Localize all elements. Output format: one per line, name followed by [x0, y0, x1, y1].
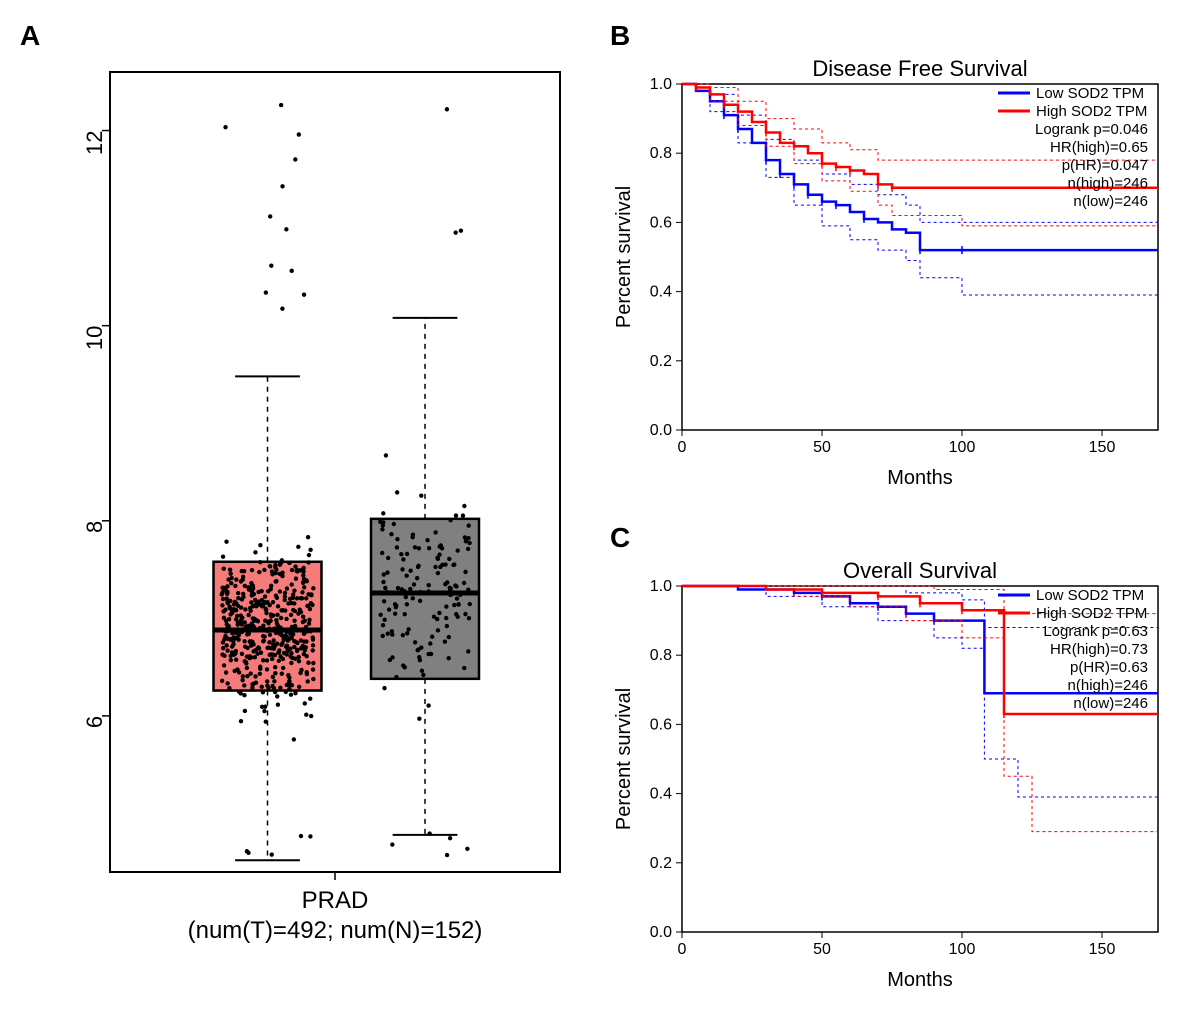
svg-text:Overall Survival: Overall Survival: [843, 558, 997, 583]
svg-text:Percent survival: Percent survival: [613, 688, 635, 830]
km-chart-os: Overall Survival 0.0 0.2 0.4 0.6 0.8 1.0 0 50 100…: [610, 554, 1170, 994]
svg-text:0.0: 0.0: [650, 924, 672, 941]
svg-text:Low SOD2 TPM: Low SOD2 TPM: [1036, 587, 1144, 604]
svg-text:Disease Free Survival: Disease Free Survival: [812, 56, 1027, 81]
svg-text:6: 6: [82, 716, 107, 728]
svg-text:n(high)=246: n(high)=246: [1068, 175, 1148, 192]
svg-text:0: 0: [678, 941, 687, 958]
svg-text:0.2: 0.2: [650, 855, 672, 872]
svg-text:50: 50: [813, 439, 831, 456]
svg-text:100: 100: [949, 941, 976, 958]
svg-text:n(low)=246: n(low)=246: [1073, 695, 1148, 712]
svg-text:12: 12: [82, 131, 107, 155]
panel-c-container: C Overall Survival 0.0 0.2 0.4 0.6 0.8 1.0 0 50 1…: [610, 522, 1180, 994]
svg-text:0: 0: [678, 439, 687, 456]
boxplot-chart: 6 8 10 12 PRAD (num(T)=492; num(N)=152): [20, 52, 580, 972]
svg-text:150: 150: [1089, 941, 1116, 958]
km-chart-dfs: Disease Free Survival 0.0 0.2 0.4 0.6 0.8 1.0 0…: [610, 52, 1170, 492]
svg-text:Logrank p=0.046: Logrank p=0.046: [1035, 121, 1148, 138]
svg-text:PRAD: PRAD: [302, 887, 369, 914]
svg-text:0.4: 0.4: [650, 284, 672, 301]
svg-text:1.0: 1.0: [650, 76, 672, 93]
panel-b-label: B: [610, 20, 1180, 52]
svg-text:10: 10: [82, 326, 107, 350]
svg-text:100: 100: [949, 439, 976, 456]
right-panels: B Disease Free Survival 0.0 0.2 0.4 0.6 0.8 1.…: [610, 20, 1180, 994]
panel-b-container: B Disease Free Survival 0.0 0.2 0.4 0.6 0.8 1.…: [610, 20, 1180, 492]
svg-text:0.0: 0.0: [650, 422, 672, 439]
svg-text:50: 50: [813, 941, 831, 958]
panel-c-label: C: [610, 522, 1180, 554]
svg-text:Low SOD2 TPM: Low SOD2 TPM: [1036, 85, 1144, 102]
svg-text:Months: Months: [887, 969, 953, 991]
svg-text:n(high)=246: n(high)=246: [1068, 677, 1148, 694]
svg-text:p(HR)=0.047: p(HR)=0.047: [1062, 157, 1148, 174]
svg-text:High SOD2 TPM: High SOD2 TPM: [1036, 103, 1147, 120]
figure-container: A 6 8 10 12 PRAD (num(T)=492; num(N)=152) B D…: [20, 20, 1180, 994]
svg-text:0.4: 0.4: [650, 786, 672, 803]
panel-a-label: A: [20, 20, 580, 52]
svg-text:0.6: 0.6: [650, 214, 672, 231]
svg-text:Months: Months: [887, 467, 953, 489]
svg-text:Percent survival: Percent survival: [613, 186, 635, 328]
svg-text:0.2: 0.2: [650, 353, 672, 370]
svg-text:8: 8: [82, 521, 107, 533]
svg-text:150: 150: [1089, 439, 1116, 456]
svg-text:HR(high)=0.65: HR(high)=0.65: [1050, 139, 1148, 156]
svg-text:0.6: 0.6: [650, 716, 672, 733]
svg-text:High SOD2 TPM: High SOD2 TPM: [1036, 605, 1147, 622]
svg-text:(num(T)=492; num(N)=152): (num(T)=492; num(N)=152): [188, 917, 483, 944]
svg-text:HR(high)=0.73: HR(high)=0.73: [1050, 641, 1148, 658]
panel-a-container: A 6 8 10 12 PRAD (num(T)=492; num(N)=152): [20, 20, 580, 994]
svg-text:n(low)=246: n(low)=246: [1073, 193, 1148, 210]
svg-text:0.8: 0.8: [650, 647, 672, 664]
svg-text:0.8: 0.8: [650, 145, 672, 162]
svg-text:1.0: 1.0: [650, 578, 672, 595]
svg-text:p(HR)=0.63: p(HR)=0.63: [1070, 659, 1148, 676]
svg-text:Logrank p=0.63: Logrank p=0.63: [1043, 623, 1148, 640]
